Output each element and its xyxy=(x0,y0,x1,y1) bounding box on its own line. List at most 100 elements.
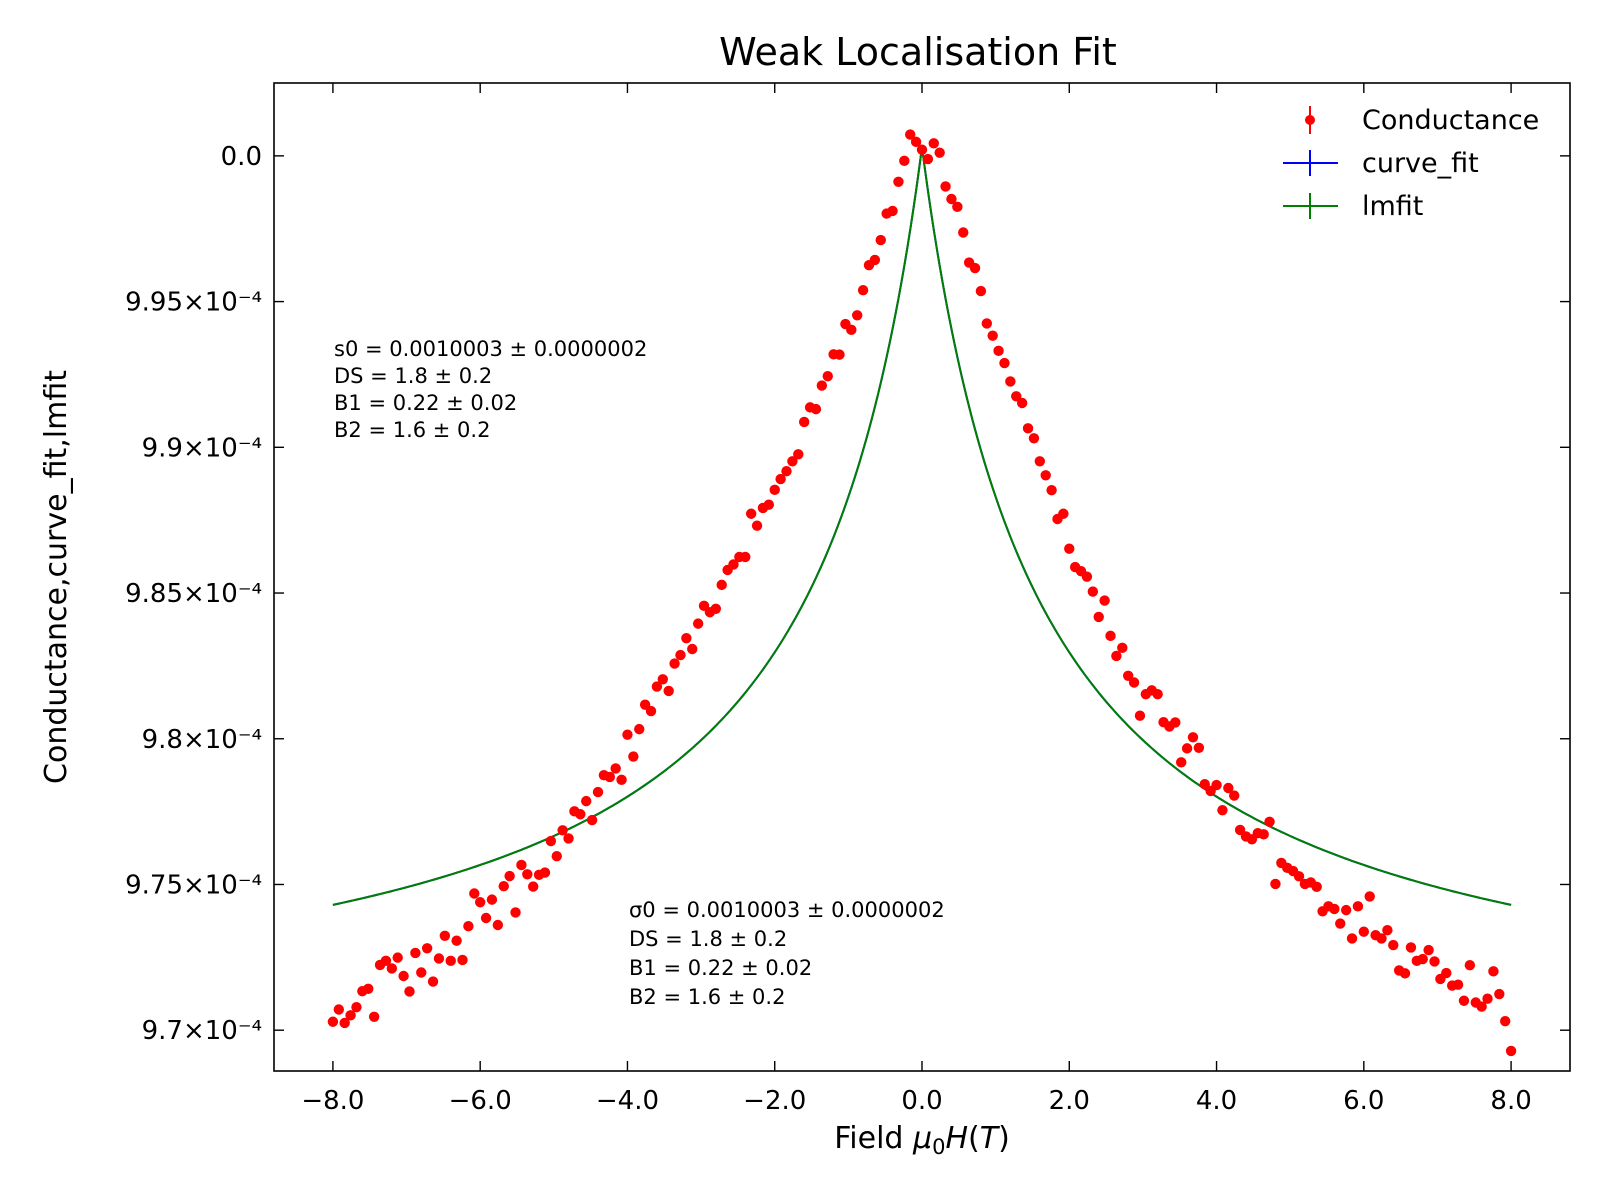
data-point xyxy=(581,795,592,807)
data-point xyxy=(1329,903,1340,915)
data-point xyxy=(1488,966,1499,977)
y-tick-label: 9.95×10⁻⁴ xyxy=(125,288,262,318)
data-point xyxy=(1016,397,1028,409)
data-point xyxy=(816,380,828,391)
data-point xyxy=(1464,960,1476,971)
data-point xyxy=(1117,642,1128,654)
data-point xyxy=(740,551,751,563)
x-tick-label: −6.0 xyxy=(449,1086,512,1116)
data-point xyxy=(368,1011,380,1022)
data-point xyxy=(681,633,692,644)
data-point xyxy=(1364,891,1375,902)
annotation-lower-line-2: DS = 1.8 ± 0.2 xyxy=(629,927,787,951)
data-point xyxy=(1099,595,1110,606)
data-point xyxy=(769,484,780,496)
data-point xyxy=(893,176,904,187)
data-point xyxy=(404,986,415,997)
y-tick-label: 9.7×10⁻⁴ xyxy=(142,1016,262,1046)
data-point xyxy=(775,473,786,485)
annotation-lower-center: σ0 = 0.0010003 ± 0.0000002 DS = 1.8 ± 0.… xyxy=(629,898,945,1009)
x-tick-label: 2.0 xyxy=(1049,1086,1090,1116)
data-point xyxy=(522,869,533,880)
data-point xyxy=(993,345,1004,357)
data-point xyxy=(427,976,439,987)
data-point xyxy=(1199,779,1210,790)
data-point xyxy=(575,809,586,820)
data-point xyxy=(539,867,551,878)
data-point xyxy=(1335,918,1346,929)
data-point xyxy=(1264,816,1275,828)
data-point xyxy=(763,499,775,510)
legend-label-lmfit: lmfit xyxy=(1362,191,1423,222)
x-axis-label-prefix: Field xyxy=(834,1121,913,1156)
data-point xyxy=(934,147,945,158)
annotation-lower-line-3: B1 = 0.22 ± 0.02 xyxy=(629,956,812,980)
data-point xyxy=(663,685,674,697)
data-point xyxy=(834,349,845,360)
data-point xyxy=(557,825,568,836)
data-point xyxy=(810,403,822,415)
data-point xyxy=(1005,376,1016,387)
data-point xyxy=(469,888,480,899)
data-point xyxy=(875,234,886,246)
data-point xyxy=(1382,925,1393,936)
data-point xyxy=(1352,901,1364,912)
data-point xyxy=(946,193,957,205)
data-point xyxy=(1011,391,1022,402)
data-point xyxy=(498,881,509,892)
data-point xyxy=(1170,717,1181,728)
data-point xyxy=(958,227,969,238)
data-point xyxy=(392,952,403,963)
data-point xyxy=(798,416,810,428)
data-point xyxy=(327,1016,339,1027)
y-tick-label: 9.75×10⁻⁴ xyxy=(125,870,262,900)
annotation-lower-line-4: B2 = 1.6 ± 0.2 xyxy=(629,985,785,1009)
data-point xyxy=(1058,508,1069,519)
data-point xyxy=(1458,995,1470,1006)
data-point xyxy=(1040,470,1051,481)
data-point xyxy=(480,912,492,924)
x-axis-ticks: −8.0 −6.0 −4.0 −2.0 0.0 2.0 4.0 6.0 8.0 xyxy=(301,83,1532,1116)
data-point xyxy=(669,658,680,669)
data-point xyxy=(1128,677,1140,688)
data-point xyxy=(610,763,621,774)
data-point xyxy=(1176,757,1187,768)
data-point xyxy=(439,930,451,941)
data-point xyxy=(410,947,421,959)
x-axis-label-h: H xyxy=(945,1121,968,1156)
data-point xyxy=(1293,871,1305,882)
legend-marker-conductance xyxy=(1305,115,1315,125)
data-point xyxy=(1134,710,1146,721)
data-point xyxy=(1441,967,1452,979)
data-point xyxy=(751,520,763,531)
data-point xyxy=(846,324,857,336)
data-point xyxy=(592,786,604,798)
x-tick-label: −4.0 xyxy=(596,1086,659,1116)
data-point xyxy=(1270,878,1281,890)
data-point xyxy=(333,1004,344,1015)
data-point xyxy=(386,963,398,974)
data-point xyxy=(928,138,939,149)
data-point xyxy=(1494,988,1505,1000)
data-point xyxy=(857,285,869,296)
y-axis-label: Conductance,curve_fit,lmfit xyxy=(39,370,74,784)
data-point xyxy=(486,894,498,905)
data-point xyxy=(1476,1001,1487,1012)
y-tick-label: 0.0 xyxy=(221,142,262,172)
data-point xyxy=(474,897,486,908)
chart-title: Weak Localisation Fit xyxy=(719,30,1117,74)
annotation-upper-line-3: B1 = 0.22 ± 0.02 xyxy=(334,391,517,415)
data-point xyxy=(952,201,963,213)
data-point xyxy=(1223,782,1234,794)
data-point xyxy=(492,919,504,931)
data-point xyxy=(969,262,981,274)
x-axis-label-mu: μ xyxy=(912,1121,932,1156)
data-point xyxy=(1064,543,1075,554)
data-point xyxy=(634,723,645,735)
data-point xyxy=(651,681,663,692)
data-point xyxy=(692,618,704,629)
data-point xyxy=(1500,1015,1511,1027)
data-point xyxy=(916,144,928,155)
